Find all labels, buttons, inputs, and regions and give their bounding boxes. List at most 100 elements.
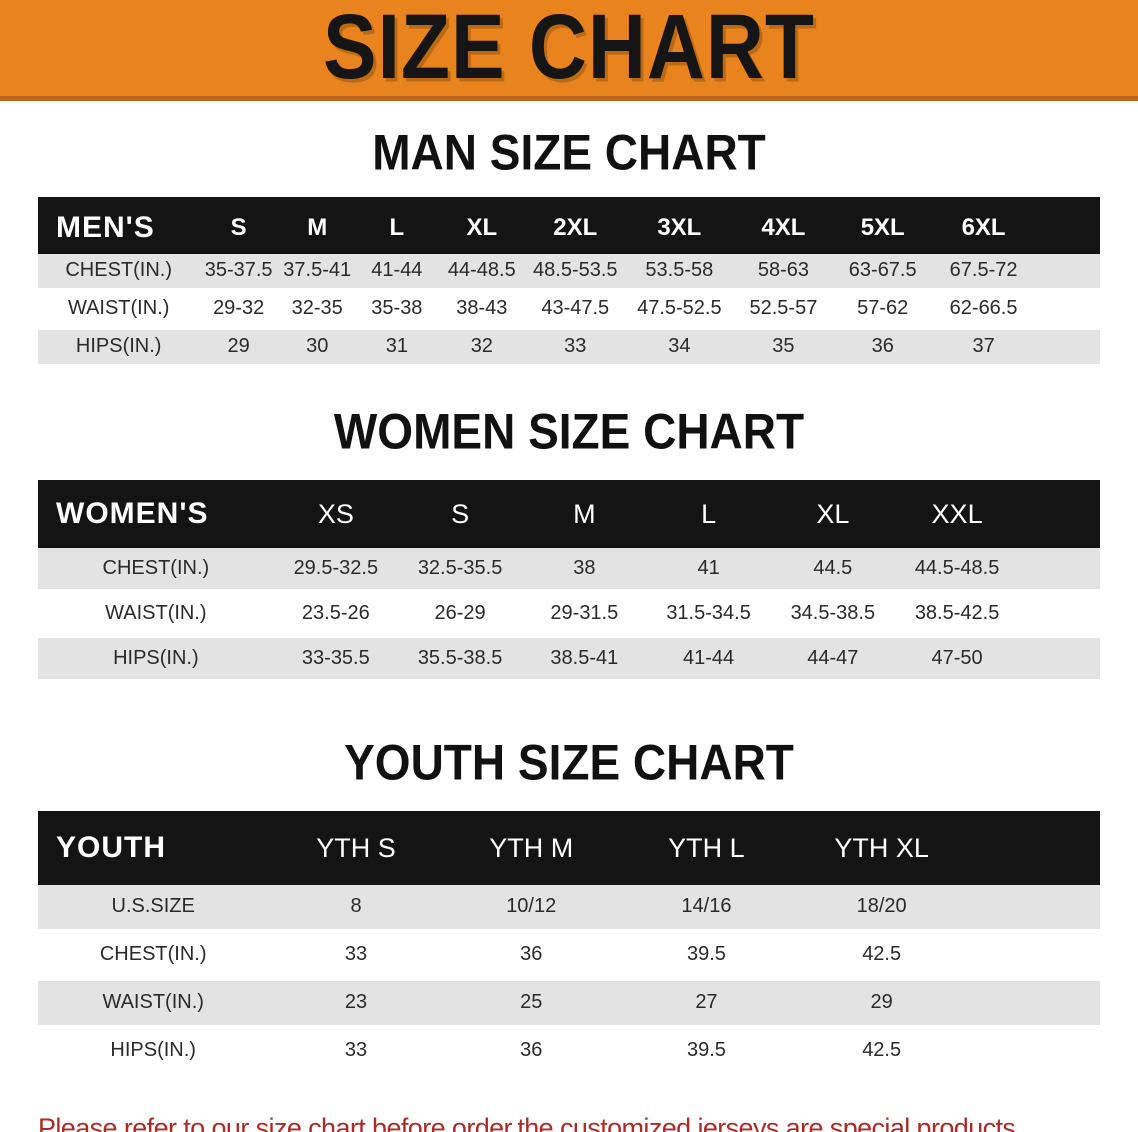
banner-title: SIZE CHART	[323, 0, 815, 99]
cell-value: 23	[268, 979, 444, 1029]
cell-value: 44-48.5	[437, 254, 527, 292]
cell-value: 35.5-38.5	[397, 636, 523, 683]
table-row: WAIST(IN.) 23.5-26 26-29 29-31.5 31.5-34.5 34…	[38, 591, 1100, 638]
row-label: HIPS(IN.)	[38, 1027, 269, 1077]
filler-cell	[1034, 197, 1100, 254]
filler-cell	[1019, 636, 1100, 683]
row-label: U.S.SIZE	[38, 885, 269, 933]
cell-value: 27	[618, 979, 795, 1029]
cell-value: 41-44	[646, 636, 771, 683]
table-corner-label: WOMEN'S	[38, 480, 274, 548]
table-row: HIPS(IN.) 29 30 31 32 33 34 35 36 37	[38, 328, 1100, 368]
cell-value: 35-37.5	[199, 254, 278, 292]
cell-value: 18/20	[794, 885, 970, 933]
cell-value: 38	[522, 548, 647, 593]
column-header: 5XL	[832, 197, 934, 254]
cell-value: 29	[794, 979, 970, 1029]
filler-cell	[1019, 548, 1100, 593]
cell-value: 33	[268, 931, 444, 981]
column-header: L	[646, 480, 771, 548]
column-header: YTH XL	[794, 811, 970, 885]
cell-value: 36	[443, 1027, 619, 1077]
table-corner-label: YOUTH	[38, 811, 269, 885]
cell-value: 42.5	[794, 931, 970, 981]
cell-value: 29-31.5	[522, 591, 647, 638]
cell-value: 33	[526, 328, 625, 368]
section-women: WOMEN SIZE CHART WOMEN'S XS S M L XL XXL CHEST(…	[0, 402, 1138, 683]
cell-value: 29-32	[199, 290, 278, 330]
filler-cell	[969, 979, 1100, 1029]
table-row: CHEST(IN.) 35-37.5 37.5-41 41-44 44-48.5 48.5…	[38, 254, 1100, 292]
row-label: CHEST(IN.)	[38, 254, 200, 292]
filler-cell	[1019, 480, 1100, 548]
cell-value: 67.5-72	[933, 254, 1035, 292]
table-header-row: YOUTH YTH S YTH M YTH L YTH XL	[38, 811, 1100, 885]
column-header: 6XL	[933, 197, 1035, 254]
cell-value: 34	[624, 328, 735, 368]
column-header: XXL	[894, 480, 1020, 548]
cell-value: 48.5-53.5	[526, 254, 625, 292]
cell-value: 35-38	[356, 290, 438, 330]
cell-value: 44-47	[770, 636, 895, 683]
cell-value: 33-35.5	[273, 636, 398, 683]
column-header: L	[356, 197, 438, 254]
cell-value: 10/12	[443, 885, 619, 933]
filler-cell	[969, 1027, 1100, 1077]
cell-value: 36	[443, 931, 619, 981]
cell-value: 36	[832, 328, 934, 368]
cell-value: 34.5-38.5	[770, 591, 895, 638]
cell-value: 53.5-58	[624, 254, 735, 292]
column-header: S	[199, 197, 278, 254]
cell-value: 39.5	[618, 1027, 795, 1077]
youth-section-heading: YOUTH SIZE CHART	[344, 733, 794, 791]
cell-value: 57-62	[832, 290, 934, 330]
cell-value: 14/16	[618, 885, 795, 933]
table-row: HIPS(IN.) 33 36 39.5 42.5	[38, 1027, 1100, 1077]
column-header: XL	[437, 197, 527, 254]
cell-value: 8	[268, 885, 444, 933]
cell-value: 63-67.5	[832, 254, 934, 292]
cell-value: 29.5-32.5	[273, 548, 398, 593]
filler-cell	[1034, 254, 1100, 292]
row-label: HIPS(IN.)	[38, 636, 274, 683]
column-header: M	[277, 197, 357, 254]
cell-value: 33	[268, 1027, 444, 1077]
cell-value: 23.5-26	[273, 591, 398, 638]
cell-value: 32	[437, 328, 527, 368]
cell-value: 41-44	[356, 254, 438, 292]
cell-value: 30	[277, 328, 357, 368]
cell-value: 41	[646, 548, 771, 593]
row-label: HIPS(IN.)	[38, 328, 200, 368]
table-row: CHEST(IN.) 33 36 39.5 42.5	[38, 931, 1100, 981]
column-header: 2XL	[526, 197, 625, 254]
table-corner-label: MEN'S	[38, 197, 200, 254]
cell-value: 52.5-57	[734, 290, 833, 330]
cell-value: 47-50	[894, 636, 1020, 683]
filler-cell	[1019, 591, 1100, 638]
cell-value: 32-35	[277, 290, 357, 330]
cell-value: 44.5-48.5	[894, 548, 1020, 593]
column-header: XL	[770, 480, 895, 548]
cell-value: 47.5-52.5	[624, 290, 735, 330]
cell-value: 31	[356, 328, 438, 368]
cell-value: 25	[443, 979, 619, 1029]
cell-value: 37.5-41	[277, 254, 357, 292]
column-header: S	[397, 480, 523, 548]
cell-value: 39.5	[618, 931, 795, 981]
cell-value: 58-63	[734, 254, 833, 292]
section-youth: YOUTH SIZE CHART YOUTH YTH S YTH M YTH L YTH…	[0, 733, 1138, 1077]
table-row: HIPS(IN.) 33-35.5 35.5-38.5 38.5-41 41-44 44-…	[38, 636, 1100, 683]
table-row: CHEST(IN.) 29.5-32.5 32.5-35.5 38 41 44.5 44.5…	[38, 548, 1100, 593]
cell-value: 44.5	[770, 548, 895, 593]
cell-value: 38-43	[437, 290, 527, 330]
table-row: WAIST(IN.) 23 25 27 29	[38, 979, 1100, 1029]
women-size-table: WOMEN'S XS S M L XL XXL CHEST(IN.) 29.5-32.5 32.5…	[38, 480, 1100, 683]
women-section-heading: WOMEN SIZE CHART	[333, 402, 805, 460]
row-label: CHEST(IN.)	[38, 931, 269, 981]
table-header-row: MEN'S S M L XL 2XL 3XL 4XL 5XL 6XL	[38, 197, 1100, 254]
column-header: YTH L	[618, 811, 795, 885]
cell-value: 35	[734, 328, 833, 368]
filler-cell	[1034, 328, 1100, 368]
column-header: YTH M	[443, 811, 619, 885]
